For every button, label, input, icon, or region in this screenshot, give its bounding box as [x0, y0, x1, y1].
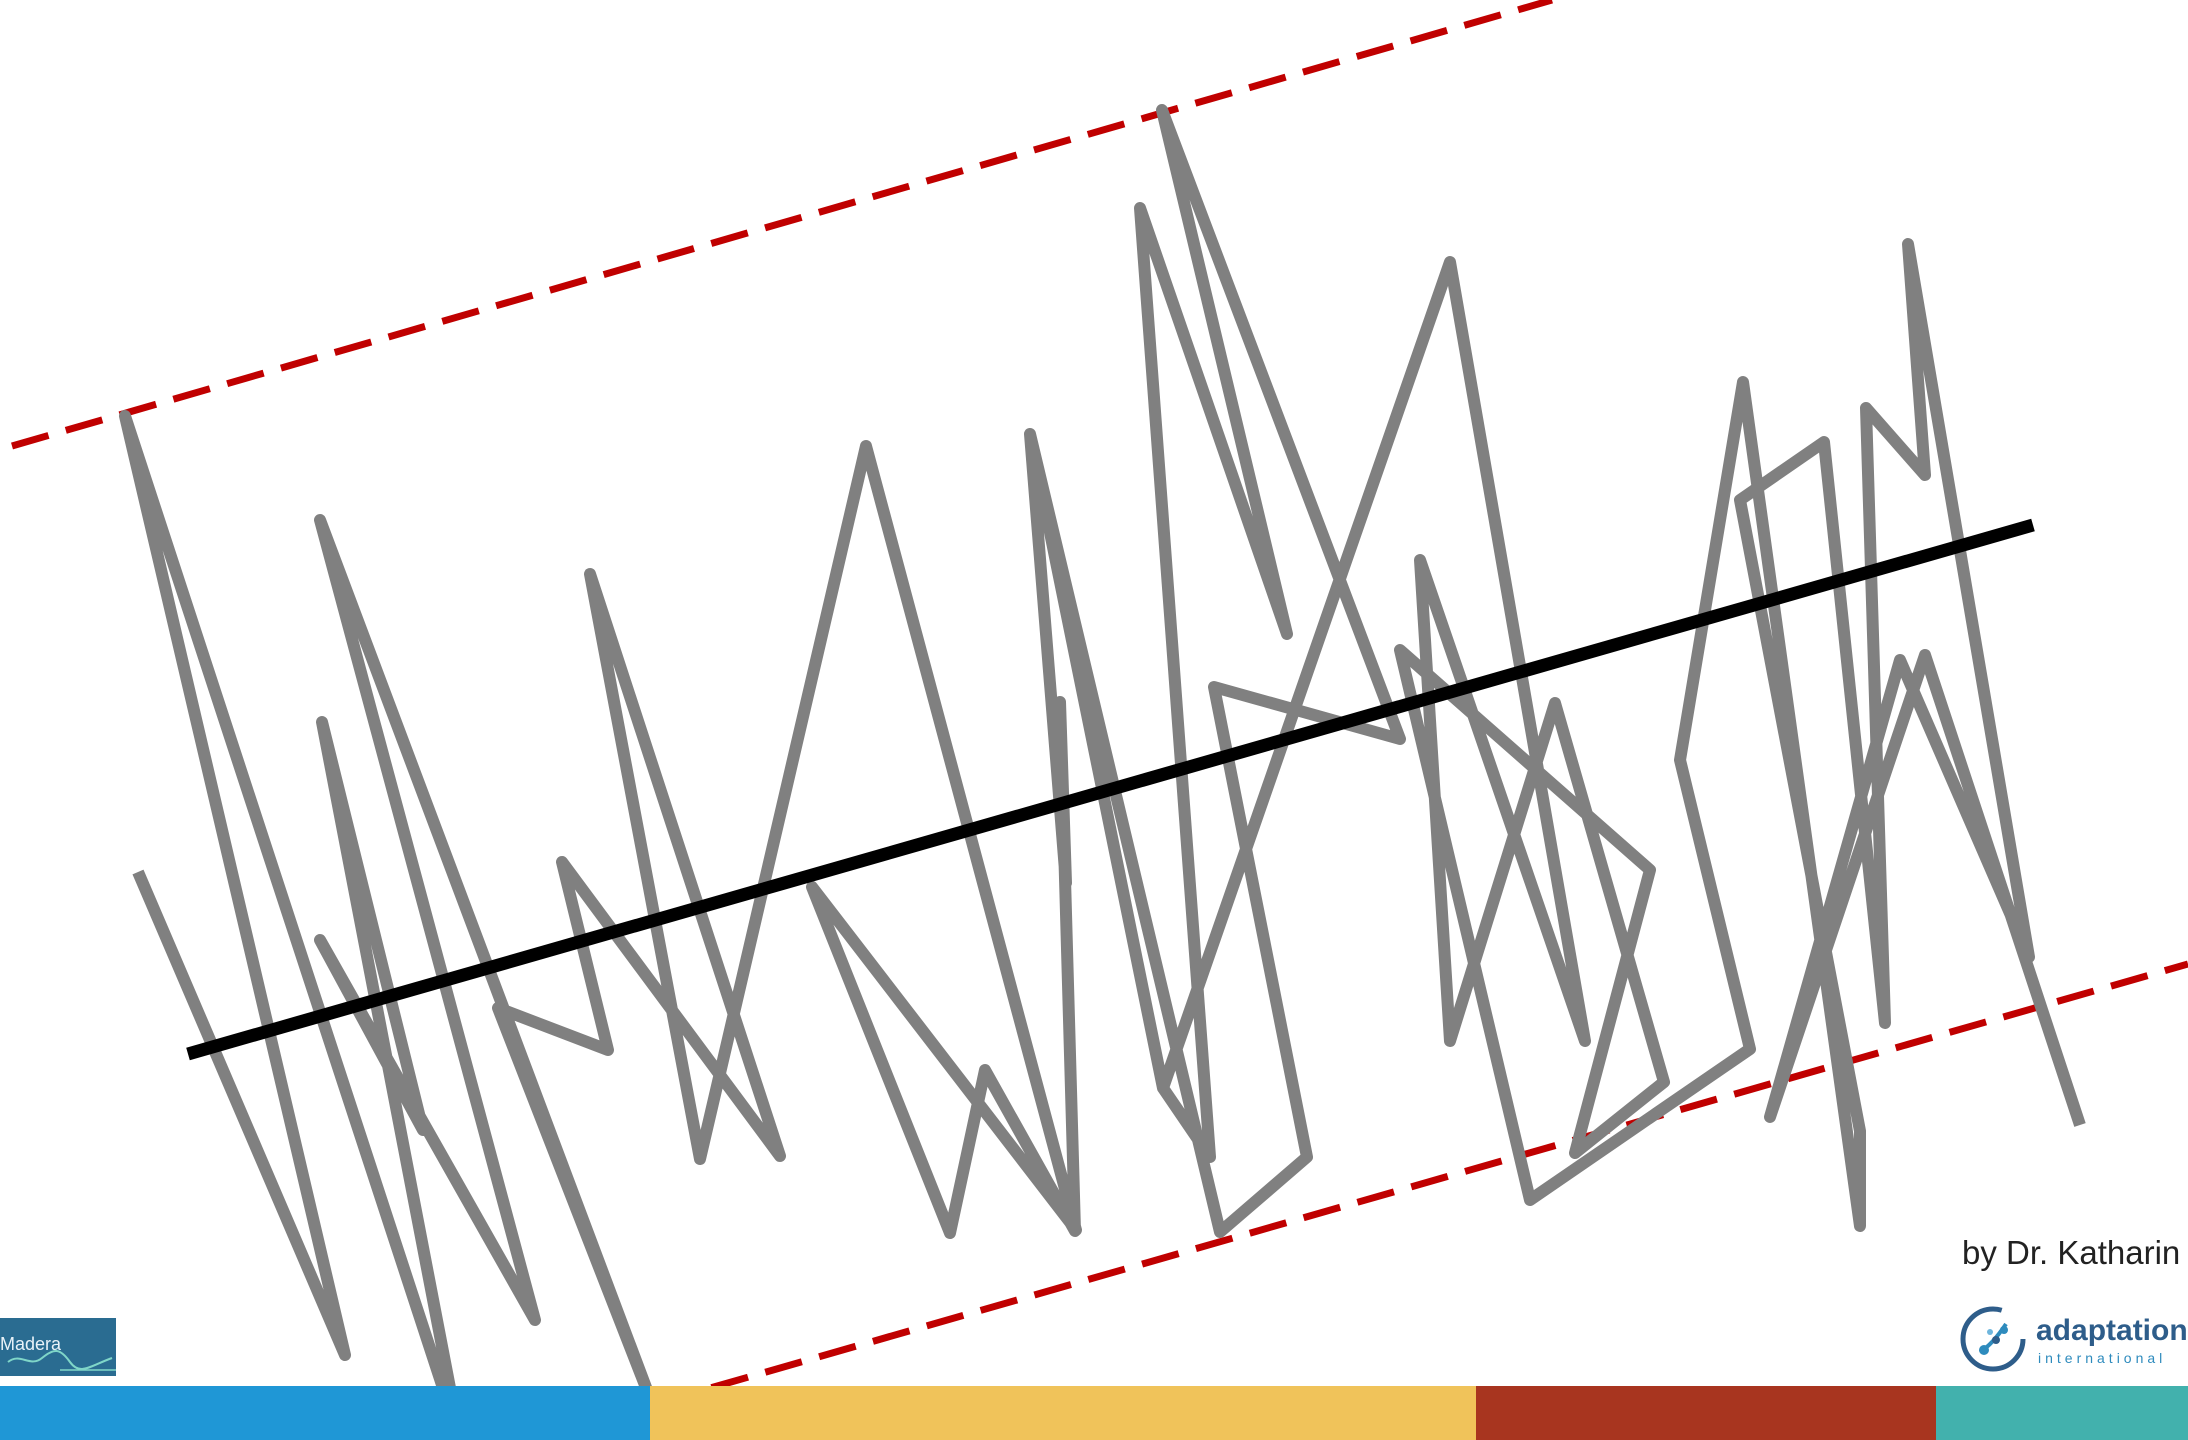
author-byline: by Dr. Katharin	[1962, 1234, 2181, 1271]
adaptation-wordmark: adaptation	[2036, 1314, 2188, 1347]
variable-signal-line	[119, 104, 2086, 1440]
madera-logo: Madera	[0, 1318, 116, 1376]
band-teal	[1936, 1386, 2188, 1440]
band-yellow	[650, 1386, 1476, 1440]
trend-line	[186, 518, 2035, 1061]
footer-color-band	[0, 1386, 2188, 1440]
band-rust	[1476, 1386, 1936, 1440]
globe-swirl-icon	[1960, 1306, 2026, 1372]
international-subtext: international	[2038, 1350, 2167, 1366]
adaptation-international-logo: adaptation international	[1960, 1304, 2188, 1376]
band-blue	[0, 1386, 650, 1440]
lower-envelope-line	[549, 960, 2188, 1438]
madera-script-flourish	[7, 1350, 116, 1371]
madera-logo-text: Madera	[0, 1334, 62, 1354]
upper-envelope-line	[11, 0, 1553, 450]
